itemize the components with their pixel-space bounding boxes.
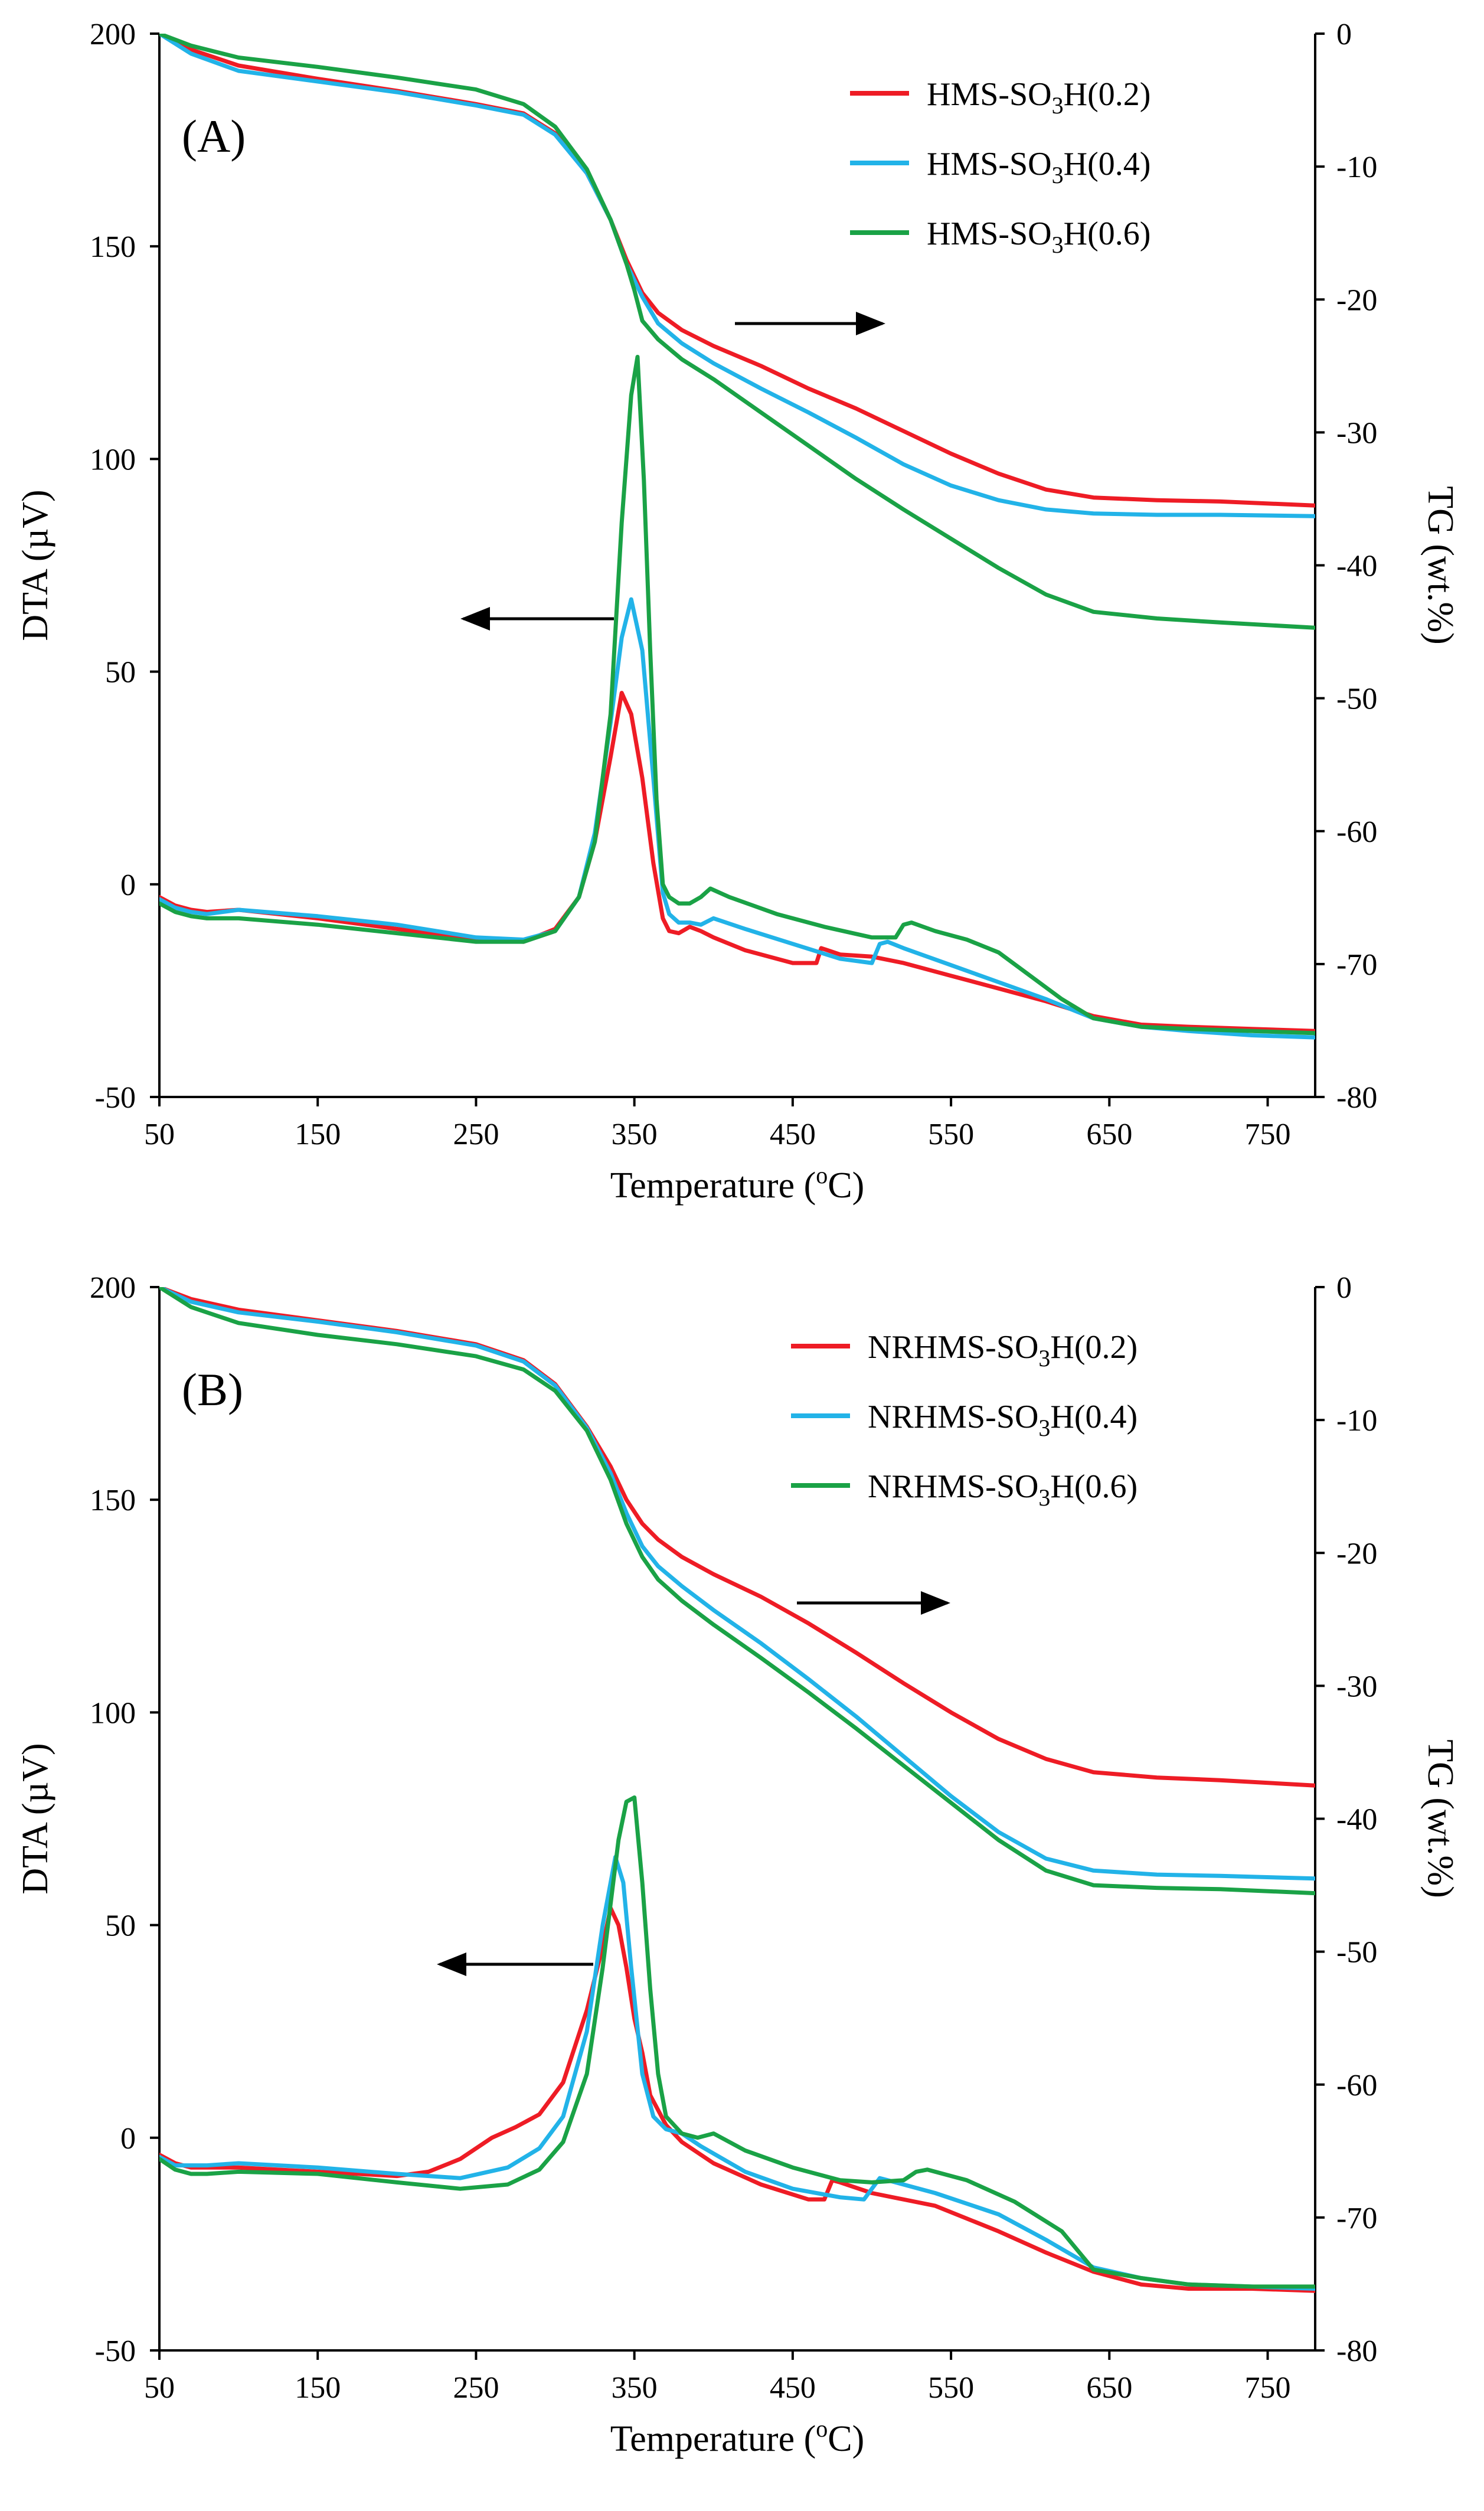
x-tick-label: 550 [928, 1118, 974, 1151]
y-right-tick-label: -50 [1336, 683, 1377, 716]
x-tick-label: 250 [453, 2371, 499, 2405]
y-left-tick-label: 200 [90, 18, 136, 51]
x-tick-label: 650 [1086, 2371, 1132, 2405]
y-right-tick-label: -10 [1336, 1404, 1377, 1438]
y-left-tick-label: -50 [95, 1081, 136, 1115]
legend-label-sub: 3 [1038, 1484, 1050, 1511]
y-right-axis-title: TG (wt.%) [1420, 486, 1460, 645]
y-left-axis-title: DTA (µV) [15, 489, 55, 641]
x-tick-label: 350 [612, 2371, 658, 2405]
x-tick-label: 750 [1245, 1118, 1291, 1151]
x-axis-title: Temperature (oC) [610, 1162, 865, 1206]
dta-line-3 [159, 355, 1315, 1036]
y-left-tick-label: 50 [105, 1909, 136, 1943]
y-right-tick-label: -60 [1336, 815, 1377, 849]
x-tick-label: 150 [295, 1118, 341, 1151]
x-axis-title-sup: o [816, 1162, 828, 1188]
y-left-tick-label: 0 [120, 868, 136, 902]
tg-line-3 [159, 1287, 1315, 1896]
y-right-tick-label: -10 [1336, 151, 1377, 184]
x-tick-label: 50 [144, 1118, 175, 1151]
legend-label-pre: HMS-SO [927, 76, 1052, 113]
plot-area [159, 34, 1315, 1040]
legend-label-post: H(0.4) [1050, 1399, 1137, 1435]
y-right-tick-label: 0 [1336, 18, 1352, 51]
legend-label-sub: 3 [1038, 1345, 1050, 1372]
y-right-tick-label: -80 [1336, 1081, 1377, 1115]
x-tick-label: 450 [770, 2371, 816, 2405]
y-right-tick-label: -40 [1336, 550, 1377, 583]
tg-line-3 [159, 34, 1315, 630]
legend-label-2: HMS-SO3H(0.4) [927, 146, 1150, 188]
x-tick-label: 150 [295, 2371, 341, 2405]
y-left-tick-label: 0 [120, 2122, 136, 2156]
x-tick-label: 750 [1245, 2371, 1291, 2405]
y-right-tick-label: -80 [1336, 2334, 1377, 2368]
y-left-tick-label: 200 [90, 1271, 136, 1305]
x-axis-title-sup: o [816, 2415, 828, 2442]
dta-line-2 [159, 1854, 1315, 2291]
y-right-tick-label: -70 [1336, 948, 1377, 982]
plot-area [159, 1287, 1315, 2293]
panel-a: 50 150 250 350 450 550 650 750 -50 0 50 100 150 200 -8… [15, 18, 1460, 1206]
y-right-tick-label: -50 [1336, 1936, 1377, 1970]
legend-label-3: HMS-SO3H(0.6) [927, 215, 1150, 258]
y-left-tick-label: 50 [105, 656, 136, 690]
panel-label: (B) [182, 1364, 243, 1415]
legend-label-sub: 3 [1052, 231, 1064, 258]
panel-label: (A) [182, 110, 246, 162]
x-tick-label: 350 [612, 1118, 658, 1151]
y-right-tick-label: -20 [1336, 1537, 1377, 1570]
x-axis-title-end: C) [828, 2419, 864, 2459]
y-right-tick-label: -40 [1336, 1803, 1377, 1837]
y-left-tick-label: 150 [90, 1484, 136, 1517]
panel-b: 50 150 250 350 450 550 650 750 -50 0 50 100 150 200 -8… [15, 1271, 1460, 2459]
legend-label-post: H(0.4) [1064, 146, 1151, 182]
x-tick-label: 650 [1086, 1118, 1132, 1151]
x-axis-title: Temperature (oC) [610, 2415, 865, 2459]
x-tick-label: 450 [770, 1118, 816, 1151]
y-left-tick-label: 150 [90, 230, 136, 264]
legend-label-post: H(0.2) [1064, 76, 1151, 113]
x-axis-title-end: C) [828, 1165, 864, 1206]
x-axis-title-base: Temperature ( [610, 1165, 816, 1206]
y-right-axis-title: TG (wt.%) [1420, 1739, 1460, 1898]
dta-line-2 [159, 597, 1315, 1040]
y-right-tick-label: -30 [1336, 1670, 1377, 1703]
x-tick-label: 250 [453, 1118, 499, 1151]
legend-label-post: H(0.6) [1064, 215, 1151, 252]
legend-label-pre: NRHMS-SO [868, 1468, 1038, 1505]
legend-label-pre: NRHMS-SO [868, 1399, 1038, 1435]
tg-line-2 [159, 34, 1315, 518]
legend-label-pre: HMS-SO [927, 146, 1052, 182]
legend-label-pre: HMS-SO [927, 215, 1052, 252]
dta-line-3 [159, 1795, 1315, 2289]
legend-label-1: NRHMS-SO3H(0.2) [868, 1329, 1137, 1372]
tg-line-2 [159, 1287, 1315, 1881]
y-right-tick-label: -60 [1336, 2069, 1377, 2102]
legend-label-post: H(0.2) [1050, 1329, 1137, 1366]
legend-label-sub: 3 [1038, 1415, 1050, 1441]
y-right-tick-label: 0 [1336, 1271, 1352, 1305]
legend-label-3: NRHMS-SO3H(0.6) [868, 1468, 1137, 1511]
legend-label-1: HMS-SO3H(0.2) [927, 76, 1150, 119]
x-axis-title-base: Temperature ( [610, 2419, 816, 2459]
dta-line-1 [159, 691, 1315, 1033]
x-tick-label: 550 [928, 2371, 974, 2405]
y-left-tick-label: 100 [90, 443, 136, 476]
y-right-tick-label: -30 [1336, 416, 1377, 450]
y-left-tick-label: 100 [90, 1696, 136, 1730]
legend-label-sub: 3 [1052, 162, 1064, 188]
y-left-axis-title: DTA (µV) [15, 1743, 55, 1894]
legend-label-post: H(0.6) [1050, 1468, 1137, 1505]
legend-label-sub: 3 [1052, 92, 1064, 119]
x-tick-label: 50 [144, 2371, 175, 2405]
y-right-tick-label: -70 [1336, 2202, 1377, 2235]
y-left-tick-label: -50 [95, 2334, 136, 2368]
legend-label-2: NRHMS-SO3H(0.4) [868, 1399, 1137, 1441]
y-right-tick-label: -20 [1336, 283, 1377, 317]
legend-label-pre: NRHMS-SO [868, 1329, 1038, 1366]
